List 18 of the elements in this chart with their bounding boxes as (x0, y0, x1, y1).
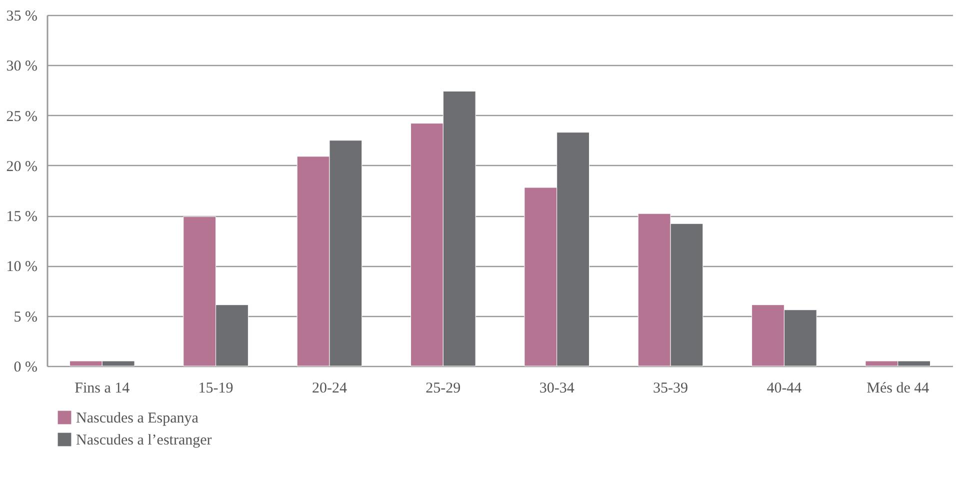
x-tick-label: 15-19 (198, 380, 234, 396)
y-tick-label: 35 % (6, 8, 38, 24)
x-tick-label: Més de 44 (866, 380, 930, 396)
legend-label: Nascudes a Espanya (76, 410, 199, 426)
legend-label: Nascudes a l’estranger (76, 432, 212, 448)
y-tick-label: 30 % (6, 58, 38, 75)
y-tick-label: 25 % (6, 108, 38, 125)
y-tick-label: 15 % (6, 209, 38, 226)
x-tick-label: Fins a 14 (74, 380, 130, 396)
x-tick-label: 25-29 (426, 380, 461, 396)
y-tick-label: 0 % (14, 360, 38, 376)
x-tick-label: 40-44 (766, 380, 802, 396)
y-tick-label: 10 % (6, 259, 38, 276)
y-tick-label: 5 % (14, 309, 38, 326)
y-tick-label: 20 % (6, 158, 38, 175)
x-tick-label: 35-39 (653, 380, 688, 396)
x-tick-label: 30-34 (539, 380, 575, 396)
x-tick-label: 20-24 (312, 380, 348, 396)
